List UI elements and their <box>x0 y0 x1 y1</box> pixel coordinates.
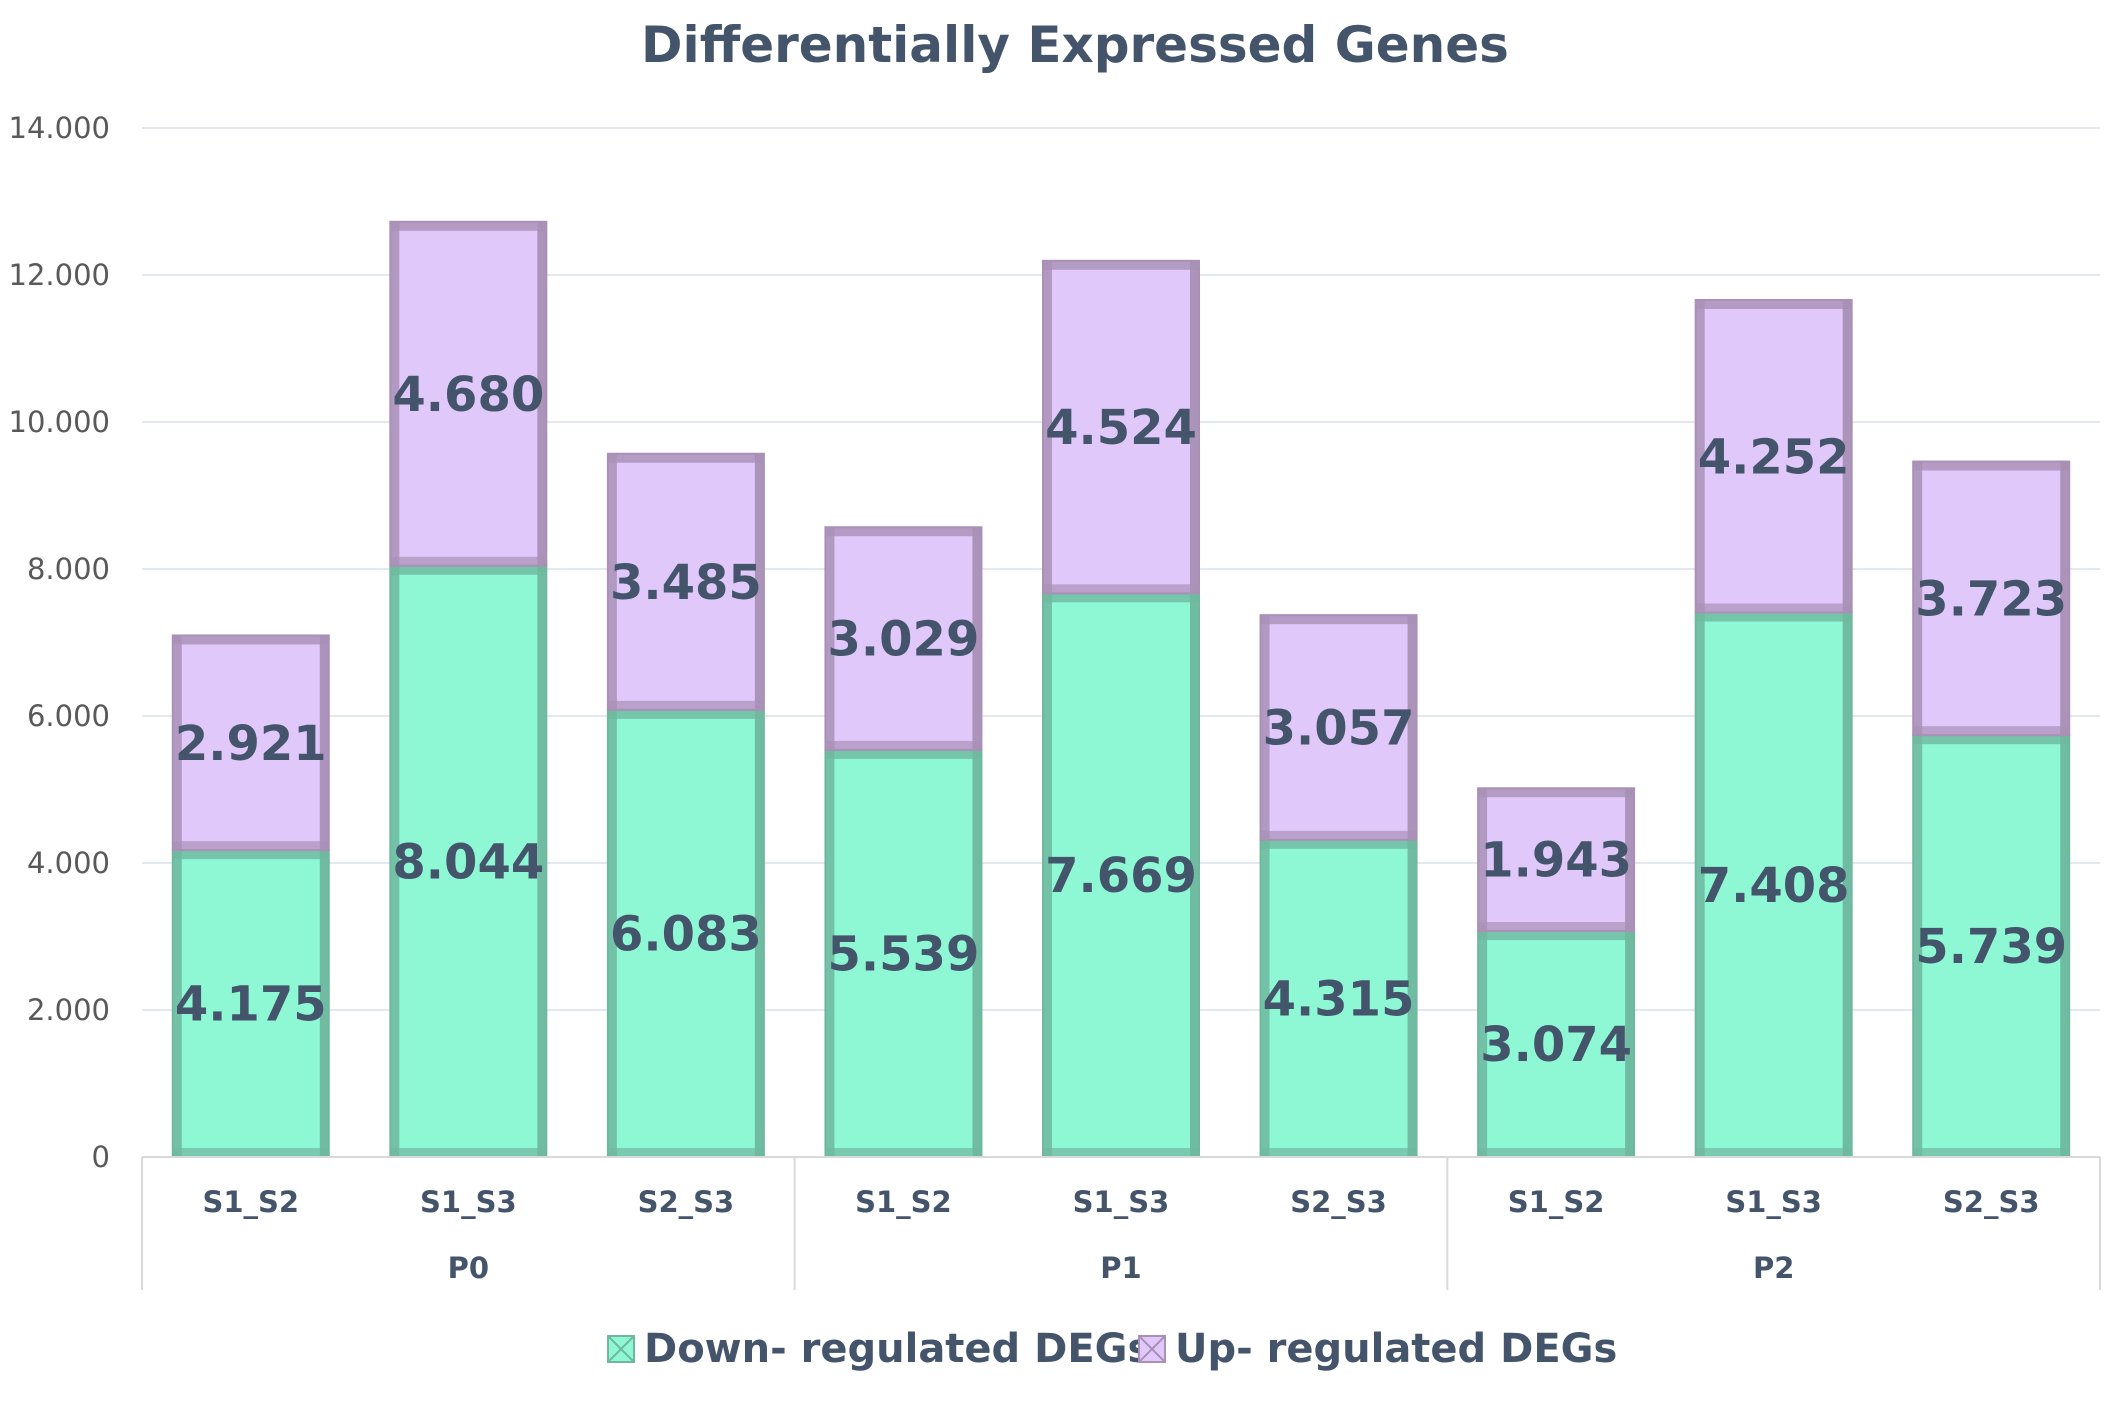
data-label-down: 3.074 <box>1480 1017 1632 1073</box>
bar-segment-down[interactable] <box>1259 838 1418 1158</box>
data-label-up: 3.723 <box>1915 571 2067 627</box>
x-group-label: P1 <box>1100 1251 1141 1285</box>
y-tick-label: 12.000 <box>9 258 110 292</box>
bar-segment-up[interactable] <box>1694 298 1853 614</box>
data-label-up: 1.943 <box>1480 833 1632 889</box>
x-category-label: S1_S3 <box>420 1185 517 1219</box>
x-category-label: S1_S2 <box>202 1185 299 1219</box>
bars <box>171 220 2071 1158</box>
y-axis-ticks: 0 2.000 4.000 6.000 8.000 10.000 12.000 14.000 <box>9 111 110 1174</box>
bar-segment-up[interactable] <box>1912 460 2071 737</box>
x-category-label: S2_S3 <box>638 1185 735 1219</box>
bar-segment-down[interactable] <box>1694 611 1853 1158</box>
legend-item-down[interactable]: Down- regulated DEGs <box>607 1326 1151 1372</box>
bar-segment-up[interactable] <box>389 220 548 567</box>
data-label-down: 4.315 <box>1263 971 1415 1027</box>
bar-segment-up[interactable] <box>1477 787 1636 933</box>
bar-segment-down[interactable] <box>1042 592 1200 1158</box>
y-tick-label: 6.000 <box>27 699 110 733</box>
bar-segment-down[interactable] <box>824 748 983 1158</box>
bar-segment-up[interactable] <box>1259 614 1418 841</box>
data-label-up: 4.680 <box>392 367 544 423</box>
bar-segment-down[interactable] <box>1912 734 2071 1158</box>
x-category-label: S1_S2 <box>1508 1185 1605 1219</box>
bar-segment-up[interactable] <box>606 452 765 711</box>
y-tick-label: 2.000 <box>27 993 110 1027</box>
data-label-up: 2.921 <box>175 716 327 772</box>
data-labels: 4.175 2.921 8.044 4.680 6.083 3.485 5.539 3.029… <box>175 367 2067 1073</box>
legend-item-up[interactable]: Up- regulated DEGs <box>1138 1326 1617 1372</box>
bar-segment-down[interactable] <box>389 564 548 1158</box>
y-tick-label: 0 <box>92 1140 110 1174</box>
x-group-label: P0 <box>448 1251 489 1285</box>
data-label-up: 4.524 <box>1045 400 1197 456</box>
x-category-label: S2_S3 <box>1943 1185 2040 1219</box>
data-label-down: 5.739 <box>1915 919 2067 975</box>
x-category-label: S1_S2 <box>855 1185 952 1219</box>
data-label-down: 6.083 <box>610 906 762 962</box>
y-tick-label: 14.000 <box>9 111 110 145</box>
data-label-down: 4.175 <box>175 977 327 1033</box>
y-tick-label: 8.000 <box>27 552 110 586</box>
y-tick-label: 4.000 <box>27 846 110 880</box>
legend-label-down: Down- regulated DEGs <box>644 1326 1151 1372</box>
bar-segment-down[interactable] <box>171 849 330 1158</box>
bar-segment-up[interactable] <box>1042 259 1200 595</box>
bar-segment-down[interactable] <box>1477 930 1636 1158</box>
bar-segment-up[interactable] <box>171 634 330 852</box>
data-label-down: 5.539 <box>828 926 980 982</box>
y-tick-label: 10.000 <box>9 405 110 439</box>
data-label-down: 7.669 <box>1045 848 1197 904</box>
data-label-up: 3.057 <box>1263 701 1415 757</box>
bar-segment-down[interactable] <box>606 708 765 1158</box>
x-category-label: S2_S3 <box>1290 1185 1387 1219</box>
x-axis: S1_S2 S1_S3 S2_S3 S1_S2 S1_S3 S2_S3 S1_S2 S1_S3… <box>141 1156 2101 1290</box>
legend-label-up: Up- regulated DEGs <box>1175 1326 1617 1372</box>
data-label-up: 4.252 <box>1698 429 1850 485</box>
legend-bevel-up-icon <box>1138 1335 1166 1363</box>
data-label-up: 3.485 <box>610 555 762 611</box>
data-label-down: 7.408 <box>1698 858 1850 914</box>
x-group-label: P2 <box>1753 1251 1794 1285</box>
chart-title: Differentially Expressed Genes <box>641 16 1509 74</box>
bar-segment-up[interactable] <box>824 526 983 751</box>
x-category-label: S1_S3 <box>1073 1185 1170 1219</box>
data-label-down: 8.044 <box>392 834 544 890</box>
legend[interactable]: Down- regulated DEGs Up- regulated DEGs <box>607 1326 1617 1372</box>
x-category-label: S1_S3 <box>1725 1185 1822 1219</box>
legend-bevel-down-icon <box>607 1335 635 1363</box>
data-label-up: 3.029 <box>828 612 980 668</box>
